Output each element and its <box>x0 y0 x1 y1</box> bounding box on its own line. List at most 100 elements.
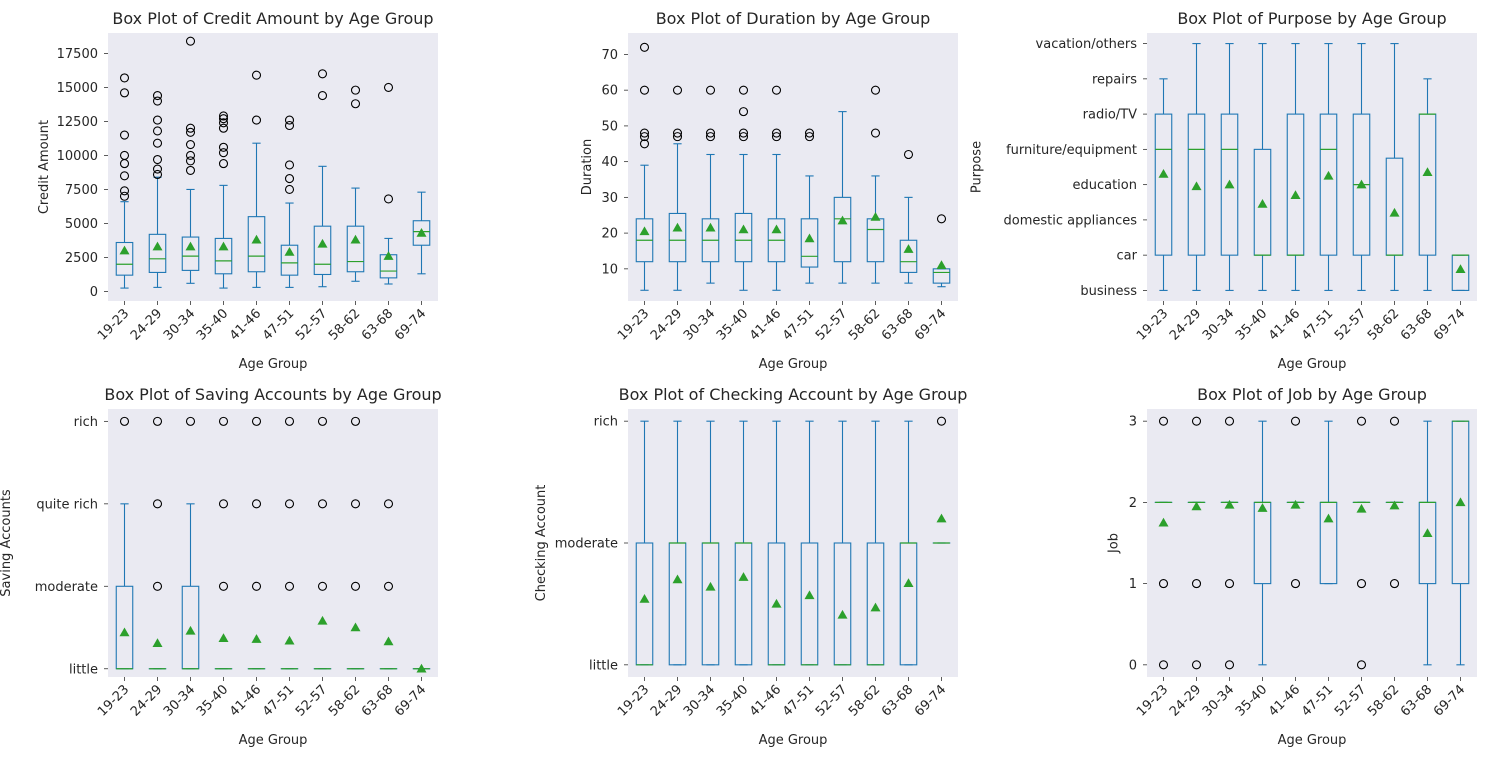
box-47-51 <box>1319 420 1338 585</box>
box-body <box>280 244 299 276</box>
outlier-point <box>218 123 229 133</box>
outlier-point <box>317 499 328 509</box>
chart-title: Box Plot of Saving Accounts by Age Group <box>104 385 441 404</box>
box-58-62 <box>346 416 365 670</box>
x-tick-label: 41-46 <box>1266 682 1303 719</box>
mean-marker <box>804 590 815 600</box>
y-tick-label: 5000 <box>65 217 98 232</box>
outlier-point <box>119 416 130 426</box>
plot-area <box>1147 409 1477 677</box>
outlier-point <box>185 156 196 166</box>
mean-marker <box>1158 169 1169 178</box>
x-tick-label: 52-57 <box>1332 306 1369 343</box>
mean-marker <box>1356 179 1367 189</box>
y-tick-label: car <box>1117 249 1138 264</box>
x-tick-label: 41-46 <box>227 306 264 343</box>
mean-marker <box>1158 517 1169 527</box>
outlier-point <box>284 581 295 591</box>
box-19-23 <box>1154 78 1173 291</box>
outlier-point <box>119 88 130 98</box>
y-tick-label: 50 <box>601 119 618 134</box>
x-tick-label: 19-23 <box>615 682 652 719</box>
y-tick-label: vacation/others <box>1036 37 1138 52</box>
mean-marker <box>251 634 262 643</box>
x-tick-label: 47-51 <box>780 682 817 719</box>
outlier-point <box>251 581 262 591</box>
x-tick-label: 52-57 <box>293 306 330 343</box>
box-52-57 <box>1352 43 1371 291</box>
x-tick-label: 58-62 <box>326 306 363 343</box>
mean-marker <box>218 633 229 642</box>
x-tick-label: 41-46 <box>1266 306 1303 343</box>
x-tick-label: 30-34 <box>161 682 198 719</box>
box-30-34 <box>1220 43 1239 291</box>
outlier-point <box>152 581 163 591</box>
outlier-point <box>284 416 295 426</box>
outlier-point <box>152 499 163 509</box>
outlier-point <box>185 416 196 426</box>
mean-marker <box>1290 190 1301 199</box>
box-35-40 <box>734 85 753 291</box>
outlier-point <box>1356 579 1367 589</box>
x-tick-label: 35-40 <box>1233 306 1270 343</box>
mean-marker <box>870 212 881 221</box>
x-tick-label: 47-51 <box>260 682 297 719</box>
x-axis-label: Age Group <box>1278 733 1347 748</box>
chart-title: Box Plot of Checking Account by Age Grou… <box>619 385 968 404</box>
y-tick-label: 60 <box>601 84 618 99</box>
box-19-23 <box>1154 416 1173 670</box>
box-30-34 <box>701 85 720 284</box>
mean-marker <box>837 215 848 225</box>
box-19-23 <box>635 420 654 666</box>
x-tick-label: 58-62 <box>846 682 883 719</box>
x-tick-label: 69-74 <box>1431 306 1468 343</box>
plot-area <box>1147 33 1477 301</box>
outlier-point <box>119 171 130 181</box>
outlier-point <box>936 416 947 426</box>
mean-marker <box>672 222 683 232</box>
box-body <box>1220 113 1239 256</box>
mean-marker <box>284 635 295 645</box>
mean-marker <box>903 578 914 587</box>
y-axis-label: Duration <box>580 139 595 195</box>
y-tick-label: rich <box>74 415 98 430</box>
box-69-74 <box>932 214 951 288</box>
outlier-point <box>903 149 914 160</box>
box-body <box>247 216 266 273</box>
outlier-point <box>218 416 229 426</box>
outlier-point <box>771 128 782 138</box>
outlier-point <box>738 128 749 138</box>
x-tick-label: 63-68 <box>359 306 396 343</box>
outlier-point <box>1290 416 1301 426</box>
mean-marker <box>1389 500 1400 510</box>
x-tick-label: 24-29 <box>1167 682 1204 719</box>
outlier-point <box>1290 579 1301 589</box>
outlier-point <box>152 169 163 180</box>
y-tick-label: 3 <box>1129 415 1137 430</box>
outlier-point <box>119 150 130 160</box>
mean-marker <box>705 222 716 232</box>
box-19-23 <box>115 73 134 289</box>
box-body <box>181 236 200 271</box>
mean-marker <box>936 260 947 270</box>
box-58-62 <box>1385 416 1404 589</box>
box-69-74 <box>1451 420 1470 666</box>
outlier-point <box>350 416 361 426</box>
panel-duration: Box Plot of Duration by Age Group Age Gr… <box>580 9 958 372</box>
outlier-point <box>152 96 163 106</box>
box-24-29 <box>148 416 167 670</box>
x-tick-label: 19-23 <box>1134 682 1171 719</box>
outlier-point <box>218 148 229 158</box>
box-47-51 <box>800 128 819 284</box>
outlier-point <box>251 416 262 426</box>
x-tick-label: 52-57 <box>293 682 330 719</box>
panel-saving-accounts: Box Plot of Saving Accounts by Age Group… <box>0 385 442 748</box>
x-tick-label: 47-51 <box>260 306 297 343</box>
mean-marker <box>383 636 394 646</box>
outlier-point <box>218 111 229 121</box>
mean-marker <box>1389 207 1400 217</box>
x-tick-label: 58-62 <box>1365 682 1402 719</box>
box-47-51 <box>280 416 299 670</box>
box-body <box>833 196 852 263</box>
box-35-40 <box>734 420 753 666</box>
